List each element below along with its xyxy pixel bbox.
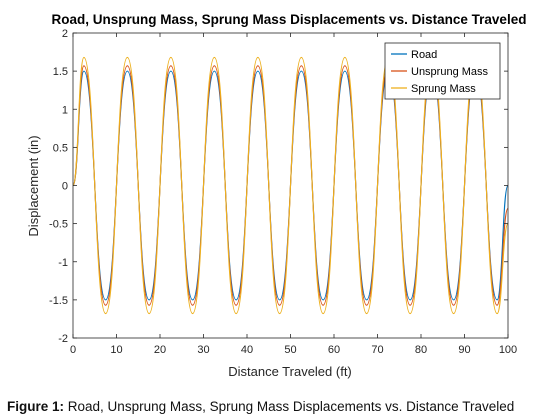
caption-label: Figure 1: xyxy=(7,399,65,414)
x-tick-label: 10 xyxy=(110,344,122,356)
legend-label: Unsprung Mass xyxy=(411,66,489,78)
x-tick-label: 60 xyxy=(328,344,340,356)
x-tick-label: 40 xyxy=(241,344,253,356)
y-tick-label: 1.5 xyxy=(53,66,68,78)
x-tick-label: 0 xyxy=(70,344,76,356)
caption-text: Road, Unsprung Mass, Sprung Mass Displac… xyxy=(67,399,515,414)
legend-label: Sprung Mass xyxy=(411,83,476,95)
x-axis-label: Distance Traveled (ft) xyxy=(228,364,352,379)
x-tick-label: 80 xyxy=(415,344,427,356)
y-tick-label: 2 xyxy=(62,28,68,40)
y-tick-label: -2 xyxy=(58,333,68,345)
y-tick-label: -1.5 xyxy=(49,295,68,307)
x-tick-label: 70 xyxy=(371,344,383,356)
y-tick-label: 1 xyxy=(62,104,68,116)
y-tick-label: -0.5 xyxy=(49,219,68,231)
y-tick-label: -1 xyxy=(58,257,68,269)
y-axis-label: Displacement (in) xyxy=(26,135,41,236)
x-tick-label: 30 xyxy=(197,344,209,356)
legend-label: Road xyxy=(411,49,437,61)
x-tick-label: 50 xyxy=(284,344,296,356)
y-tick-label: 0.5 xyxy=(53,142,68,154)
x-tick-label: 20 xyxy=(154,344,166,356)
plot-area: 0 10 20 30 40 50 60 70 80 90 100 -2 -1.5 -1 -0.5 0 0.5 1 1… xyxy=(49,28,517,356)
figure-caption: Figure 1: Road, Unsprung Mass, Sprung Ma… xyxy=(7,399,514,414)
x-tick-label: 90 xyxy=(458,344,470,356)
x-tick-label: 100 xyxy=(499,344,517,356)
chart-title: Road, Unsprung Mass, Sprung Mass Displac… xyxy=(52,12,527,27)
y-tick-label: 0 xyxy=(62,181,68,193)
